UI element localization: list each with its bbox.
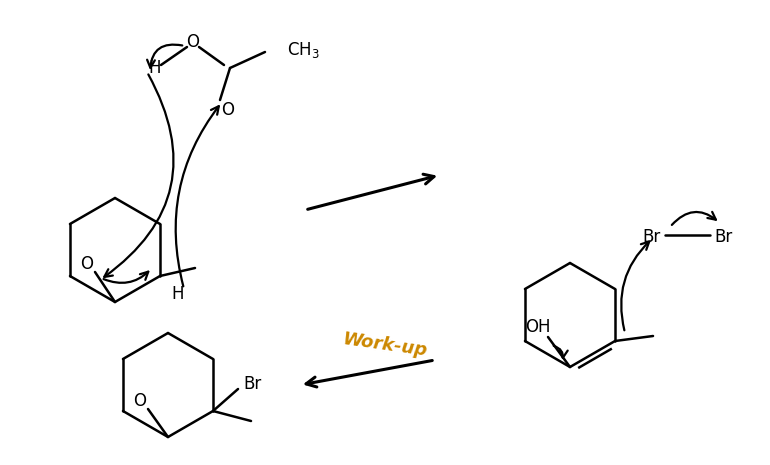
Text: O: O: [222, 101, 235, 119]
Text: O: O: [133, 392, 146, 410]
Text: Br: Br: [715, 228, 733, 246]
Text: Work-up: Work-up: [341, 330, 429, 360]
Text: Br: Br: [243, 375, 261, 393]
Text: H: H: [172, 285, 184, 303]
Text: H: H: [149, 59, 161, 77]
Text: O: O: [81, 255, 93, 273]
Text: OH: OH: [525, 318, 551, 336]
Text: O: O: [186, 33, 199, 51]
Text: CH$_3$: CH$_3$: [287, 40, 320, 60]
Text: Br: Br: [642, 228, 660, 246]
